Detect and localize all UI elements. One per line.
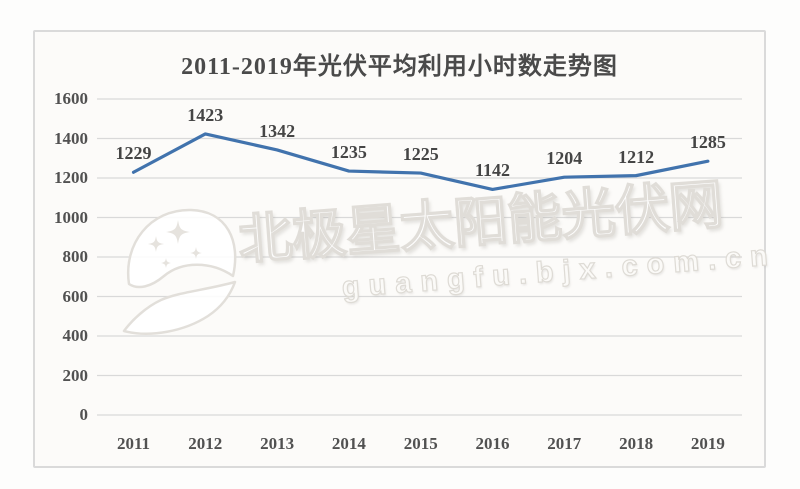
chart-title: 2011-2019年光伏平均利用小时数走势图: [181, 54, 618, 80]
chart-frame: [33, 30, 766, 468]
